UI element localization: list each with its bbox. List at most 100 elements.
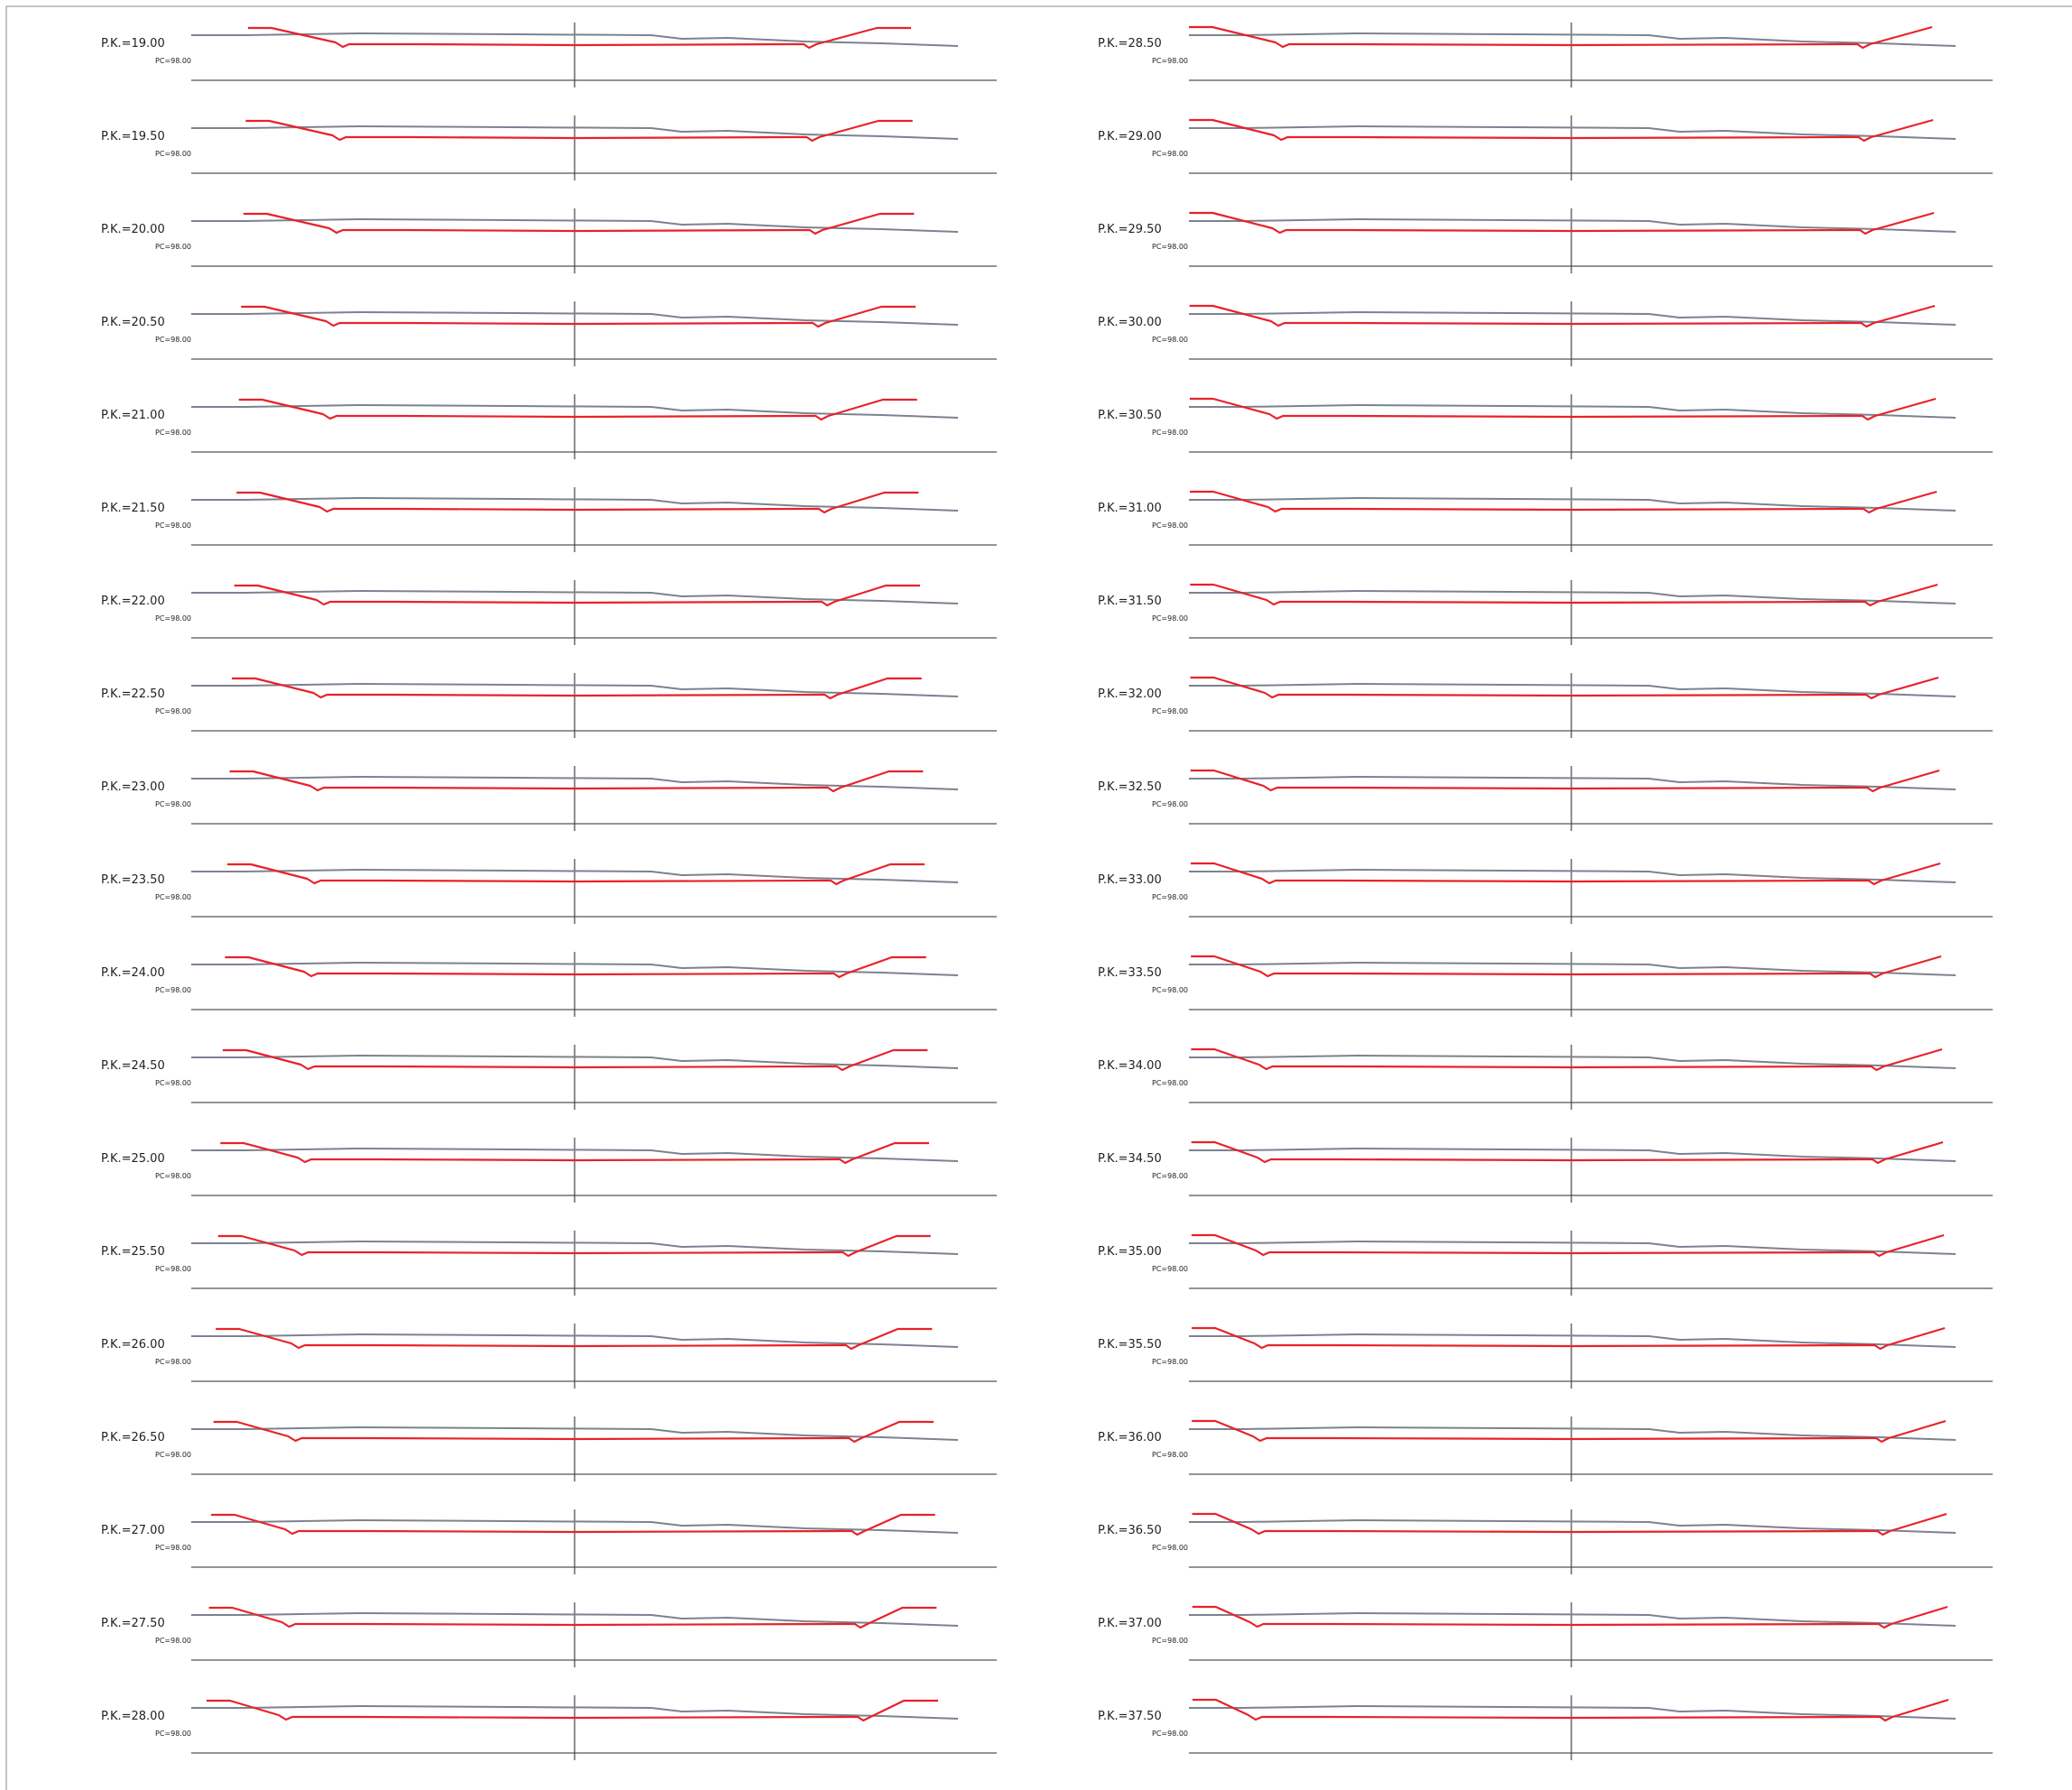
cross-section: P.K.=31.00 PC=98.00 (1098, 487, 1993, 552)
station-label: P.K.=21.00 (101, 409, 165, 422)
station-label: P.K.=33.50 (1098, 966, 1162, 980)
terrain-line (191, 403, 959, 419)
design-profile-line (1190, 769, 1940, 793)
terrain-line (1189, 1611, 1957, 1627)
cross-section: P.K.=24.50 PC=98.00 (101, 1045, 997, 1110)
reference-plane-label: PC=98.00 (1152, 893, 1188, 901)
reference-plane-label: PC=98.00 (1152, 521, 1188, 530)
cross-section: P.K.=28.00 PC=98.00 (101, 1695, 997, 1760)
design-profile-line (236, 491, 919, 514)
design-profile-line (227, 863, 925, 886)
cross-section: P.K.=19.00 PC=98.00 (101, 23, 997, 88)
reference-plane-label: PC=98.00 (155, 986, 191, 994)
cross-section: P.K.=27.50 PC=98.00 (101, 1602, 997, 1667)
terrain-line (1189, 310, 1957, 326)
reference-plane-label: PC=98.00 (155, 57, 191, 65)
design-profile-line (1189, 25, 1933, 50)
design-profile-line (1189, 211, 1935, 235)
cross-section: P.K.=23.50 PC=98.00 (101, 859, 997, 924)
reference-plane-label: PC=98.00 (1152, 1265, 1188, 1273)
cross-section: P.K.=24.00 PC=98.00 (101, 952, 997, 1017)
terrain-line (1189, 1426, 1957, 1441)
station-label: P.K.=26.00 (101, 1338, 165, 1352)
design-profile-line (225, 955, 926, 979)
reference-plane-label: PC=98.00 (155, 707, 191, 715)
reference-plane-label: PC=98.00 (1152, 1451, 1188, 1459)
reference-plane-label: PC=98.00 (155, 521, 191, 530)
terrain-line (1189, 1518, 1957, 1534)
reference-plane-label: PC=98.00 (155, 1637, 191, 1645)
station-label: P.K.=35.50 (1098, 1338, 1162, 1352)
reference-plane-label: PC=98.00 (155, 1451, 191, 1459)
cross-section: P.K.=27.00 PC=98.00 (101, 1509, 997, 1574)
terrain-line (191, 310, 959, 326)
cross-section: P.K.=22.50 PC=98.00 (101, 673, 997, 738)
station-label: P.K.=37.00 (1098, 1617, 1162, 1630)
cross-section: P.K.=23.00 PC=98.00 (101, 766, 997, 831)
cross-section: P.K.=30.00 PC=98.00 (1098, 301, 1993, 366)
station-label: P.K.=27.50 (101, 1617, 165, 1630)
design-profile-line (1192, 1605, 1948, 1629)
reference-plane-label: PC=98.00 (155, 1358, 191, 1366)
design-profile-line (207, 1699, 938, 1722)
design-profile-line (1190, 583, 1938, 607)
cross-section: P.K.=21.00 PC=98.00 (101, 394, 997, 459)
terrain-line (1189, 32, 1957, 47)
cross-section: P.K.=25.50 PC=98.00 (101, 1231, 997, 1296)
design-profile-line (238, 398, 917, 421)
reference-plane-label: PC=98.00 (155, 243, 191, 251)
design-profile-line (208, 1606, 937, 1629)
design-profile-line (1189, 304, 1936, 328)
design-profile-line (1191, 1140, 1944, 1165)
design-profile-line (1191, 1047, 1943, 1072)
terrain-line (191, 1333, 959, 1348)
terrain-line (1189, 125, 1957, 140)
design-profile-line (1191, 1233, 1945, 1258)
terrain-line (191, 1611, 959, 1627)
design-profile-line (245, 119, 913, 143)
station-label: P.K.=32.00 (1098, 687, 1162, 701)
reference-plane-label: PC=98.00 (1152, 1730, 1188, 1738)
station-label: P.K.=24.50 (101, 1059, 165, 1073)
cross-section: P.K.=36.00 PC=98.00 (1098, 1416, 1993, 1481)
station-label: P.K.=26.50 (101, 1431, 165, 1444)
reference-plane-label: PC=98.00 (1152, 1544, 1188, 1552)
design-profile-line (243, 212, 915, 235)
design-profile-line (241, 305, 916, 328)
station-label: P.K.=35.00 (1098, 1245, 1162, 1259)
cross-section: P.K.=37.00 PC=98.00 (1098, 1602, 1993, 1667)
station-label: P.K.=34.50 (1098, 1152, 1162, 1166)
terrain-line (191, 1518, 959, 1534)
terrain-line (1189, 403, 1957, 419)
reference-plane-label: PC=98.00 (155, 614, 191, 623)
design-profile-line (1192, 1419, 1947, 1444)
reference-plane-label: PC=98.00 (155, 893, 191, 901)
sheet-frame (5, 5, 2072, 1790)
reference-plane-label: PC=98.00 (1152, 243, 1188, 251)
station-label: P.K.=19.00 (101, 37, 165, 51)
design-profile-line (1192, 1326, 1946, 1351)
station-label: P.K.=22.00 (101, 595, 165, 608)
cross-section: P.K.=33.50 PC=98.00 (1098, 952, 1993, 1017)
station-label: P.K.=37.50 (1098, 1710, 1162, 1723)
reference-plane-label: PC=98.00 (1152, 1637, 1188, 1645)
terrain-line (191, 1704, 959, 1720)
reference-plane-label: PC=98.00 (1152, 707, 1188, 715)
cross-section: P.K.=35.50 PC=98.00 (1098, 1324, 1993, 1389)
station-label: P.K.=22.50 (101, 687, 165, 701)
cross-section: P.K.=26.50 PC=98.00 (101, 1416, 997, 1481)
cross-section: P.K.=22.00 PC=98.00 (101, 580, 997, 645)
terrain-line (191, 1240, 959, 1255)
reference-plane-label: PC=98.00 (155, 800, 191, 808)
station-label: P.K.=28.50 (1098, 37, 1162, 51)
terrain-line (191, 1147, 959, 1162)
reference-plane-label: PC=98.00 (1152, 614, 1188, 623)
terrain-line (1189, 1333, 1957, 1348)
station-label: P.K.=30.50 (1098, 409, 1162, 422)
reference-plane-label: PC=98.00 (1152, 150, 1188, 158)
cross-section: P.K.=34.50 PC=98.00 (1098, 1138, 1993, 1203)
design-profile-line (220, 1141, 929, 1165)
station-label: P.K.=29.00 (1098, 130, 1162, 143)
terrain-line (1189, 682, 1957, 697)
